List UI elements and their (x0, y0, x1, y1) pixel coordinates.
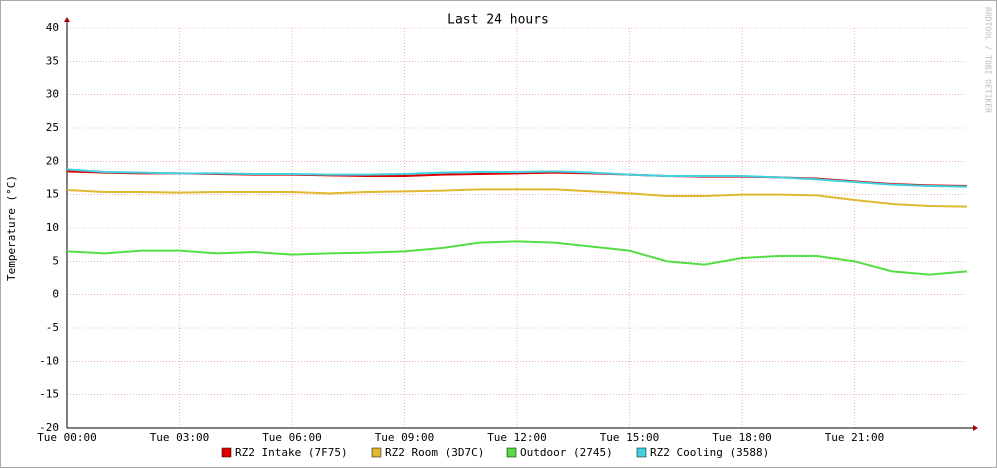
chart-title: Last 24 hours (447, 13, 549, 28)
arrow (973, 425, 978, 431)
y-tick-label: 35 (46, 54, 59, 67)
y-tick-label: 40 (46, 21, 59, 34)
legend-label: RZ2 Room (3D7C) (385, 446, 484, 459)
series-line (66, 240, 968, 276)
x-tick-label: Tue 18:00 (712, 431, 772, 444)
watermark: RRDTOOL / TOBI OETIKER (984, 7, 993, 113)
arrow (64, 17, 70, 22)
y-tick-label: -10 (39, 354, 59, 367)
y-tick-label: 25 (46, 121, 59, 134)
x-tick-label: Tue 15:00 (600, 431, 660, 444)
legend-swatch (506, 447, 517, 458)
y-tick-label: -15 (39, 388, 59, 401)
legend-swatch (221, 447, 232, 458)
legend-swatch (636, 447, 647, 458)
legend-label: Outdoor (2745) (520, 446, 613, 459)
series-line (66, 168, 968, 188)
legend-label: RZ2 Cooling (3588) (650, 446, 769, 459)
y-tick-label: 15 (46, 188, 59, 201)
y-tick-label: 5 (52, 254, 59, 267)
y-tick-label: 30 (46, 88, 59, 101)
x-tick-label: Tue 00:00 (37, 431, 97, 444)
legend-swatch (371, 447, 382, 458)
x-tick-label: Tue 12:00 (487, 431, 547, 444)
y-tick-label: 0 (52, 288, 59, 301)
legend-label: RZ2 Intake (7F75) (235, 446, 348, 459)
series-line (66, 188, 968, 208)
x-tick-label: Tue 03:00 (150, 431, 210, 444)
x-tick-label: Tue 09:00 (375, 431, 435, 444)
y-tick-label: -5 (46, 321, 59, 334)
y-tick-label: 20 (46, 154, 59, 167)
y-tick-label: -20 (39, 421, 59, 434)
y-tick-label: 10 (46, 221, 59, 234)
y-axis-label: Temperature (°C) (5, 175, 18, 281)
x-tick-label: Tue 06:00 (262, 431, 322, 444)
x-tick-label: Tue 21:00 (825, 431, 885, 444)
